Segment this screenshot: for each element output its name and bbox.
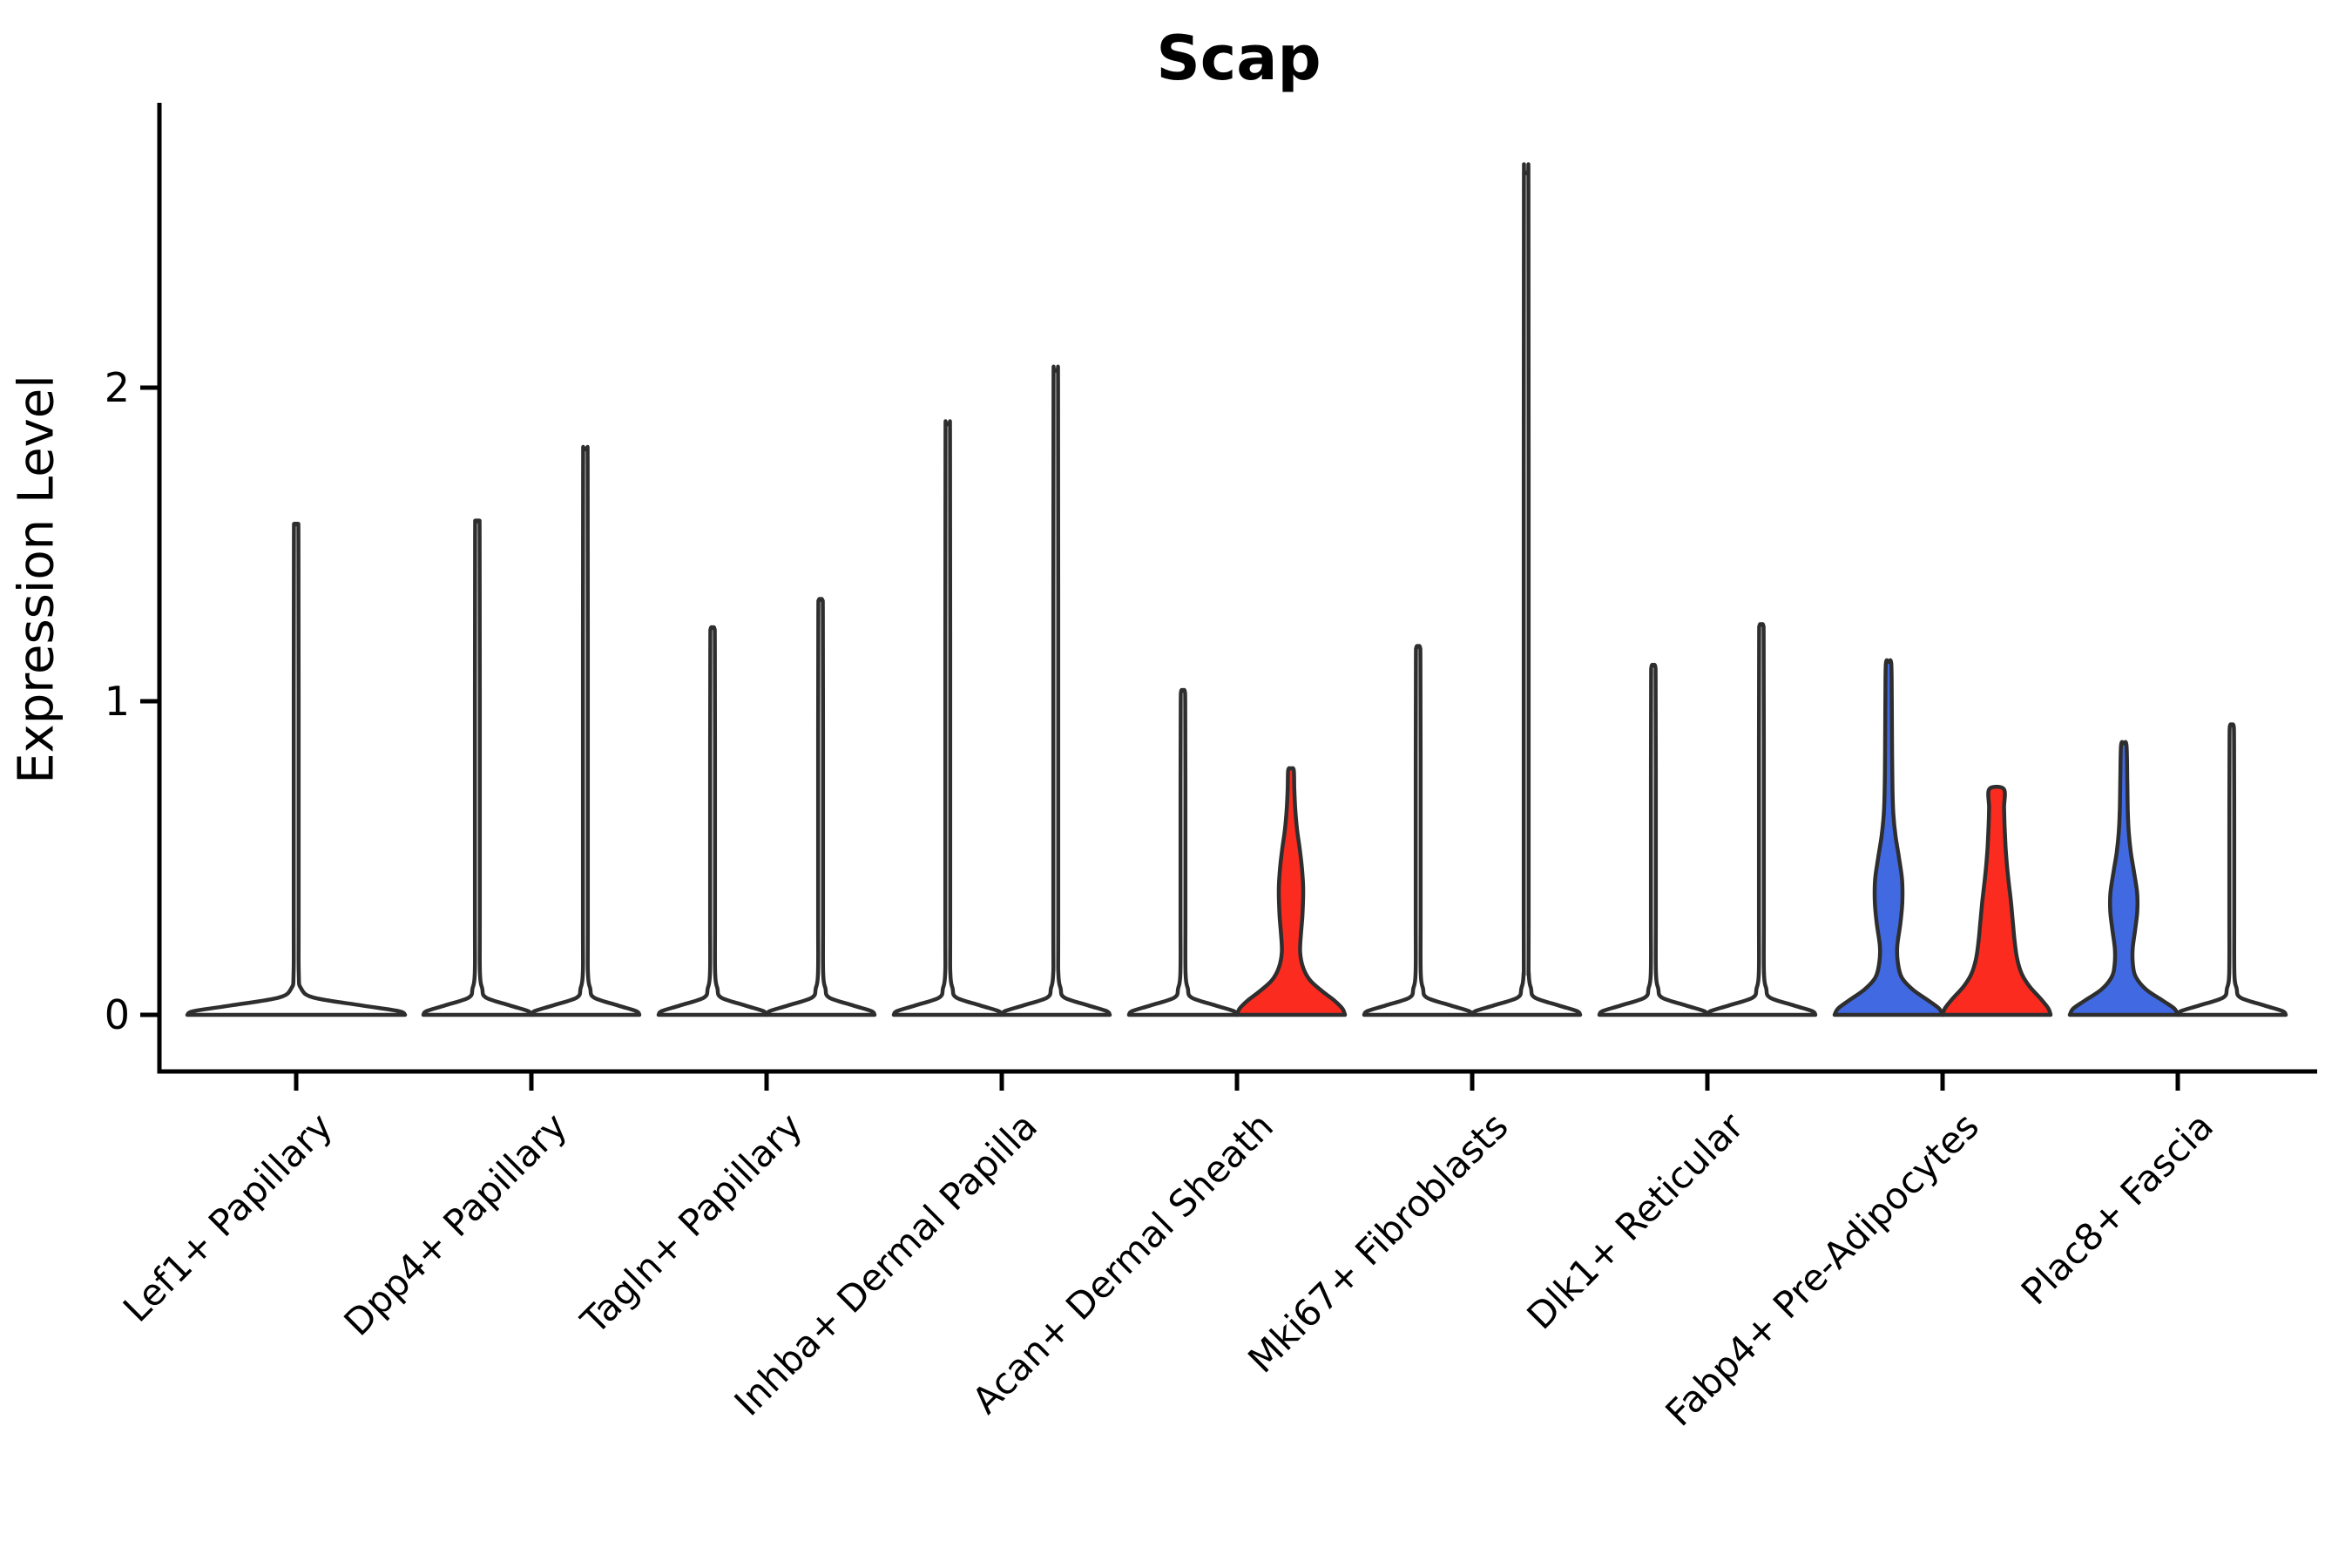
violin-inhba-dermal-papilla-left	[891, 419, 1004, 1017]
violin-fabp4-pre-adipocytes-right	[1940, 784, 2053, 1017]
violin-tagln-papillary-left	[656, 625, 769, 1017]
y-tick-label: 2	[104, 364, 130, 411]
violin-inhba-dermal-papilla-right	[999, 364, 1112, 1017]
violin-dlk1-reticular-left	[1597, 662, 1710, 1017]
violin-fabp4-pre-adipocytes-left	[1832, 658, 1945, 1017]
violin-plac8-fascia-right	[2175, 722, 2288, 1017]
violin-dpp4-papillary-left	[421, 518, 534, 1017]
violin-dpp4-papillary-right	[529, 444, 642, 1017]
y-tick-label: 0	[104, 991, 130, 1038]
violin-plac8-fascia-left	[2067, 740, 2180, 1017]
y-tick-label: 1	[104, 678, 130, 725]
violin-acan-dermal-sheath-left	[1126, 687, 1240, 1017]
violin-mki67-fibroblasts-right	[1470, 162, 1583, 1017]
violin-tagln-papillary-right	[764, 597, 877, 1017]
violin-acan-dermal-sheath-right	[1234, 766, 1348, 1017]
chart-title: Scap	[1156, 23, 1321, 94]
violin-lef1-papillary-center	[185, 521, 408, 1017]
violin-dlk1-reticular-right	[1705, 622, 1818, 1017]
violin-mki67-fibroblasts-left	[1362, 644, 1475, 1017]
